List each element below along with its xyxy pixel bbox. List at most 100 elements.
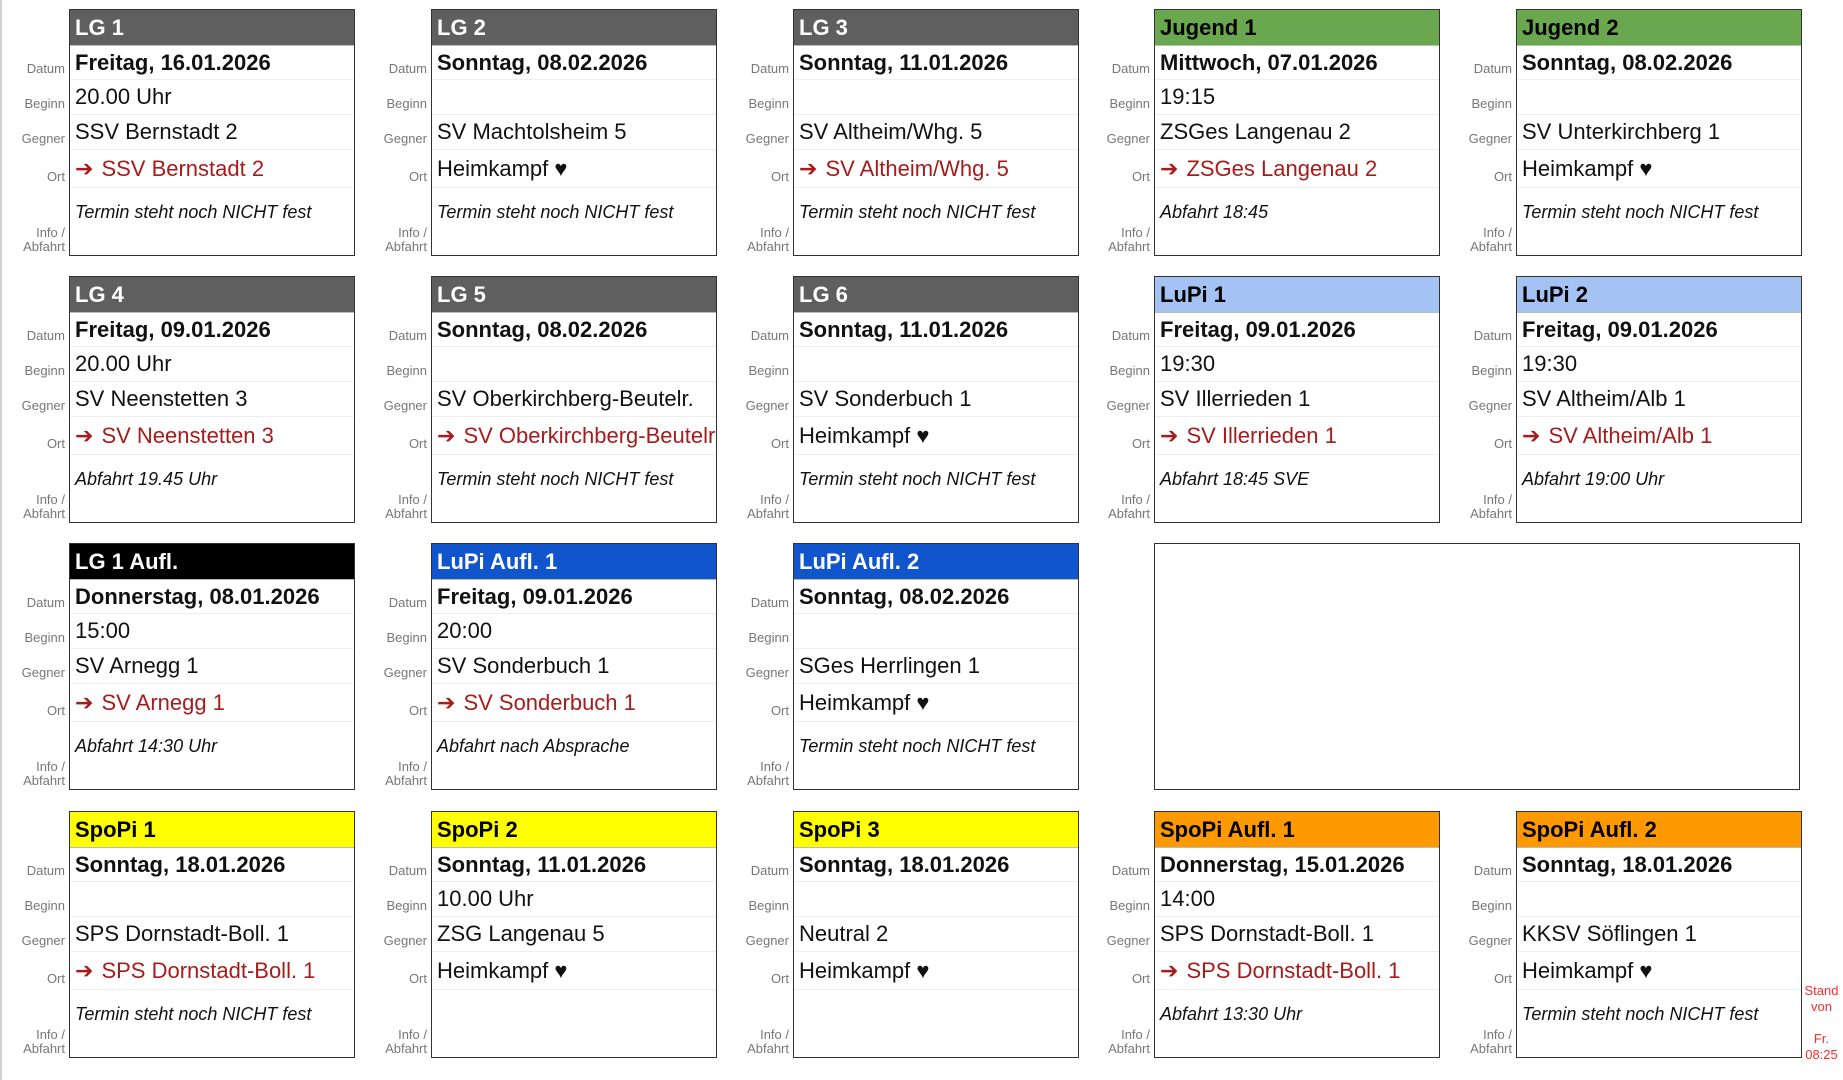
team-slot: Datum Beginn Gegner Ort Info / Abfahrt SpoPi … (1450, 811, 1802, 1058)
label-info: Info / (760, 225, 789, 240)
gegner-value: SV Machtolsheim 5 (432, 115, 716, 150)
ort-row: ➔ SPS Dornstadt-Boll. 1 (70, 952, 354, 990)
label-cell-datum: Datum (727, 312, 789, 346)
ort-value: SV Arnegg 1 (101, 689, 225, 715)
ort-row: ➔ SV Neenstetten 3 (70, 417, 354, 455)
gegner-value: SV Sonderbuch 1 (794, 382, 1078, 417)
label-ort: Ort (1493, 436, 1512, 451)
team-card: LG 3 Sonntag, 11.01.2026 SV Altheim/Whg.… (793, 9, 1079, 256)
label-ort: Ort (1131, 436, 1150, 451)
team-card: Jugend 1 Mittwoch, 07.01.2026 19:15 ZSGe… (1154, 9, 1440, 256)
label-cell-gegner: Gegner (3, 114, 65, 149)
label-gegner: Gegner (1468, 398, 1512, 413)
team-slot: Datum Beginn Gegner Ort Info / Abfahrt LuPi A… (727, 543, 1079, 790)
beginn-value (1517, 882, 1801, 917)
label-ort: Ort (46, 436, 65, 451)
arrow-right-icon: ➔ (1160, 155, 1179, 181)
label-cell-datum: Datum (1450, 312, 1512, 346)
stand-line2: von (1811, 999, 1832, 1014)
label-abfahrt: Abfahrt (1108, 1041, 1150, 1056)
datum-value: Mittwoch, 07.01.2026 (1155, 46, 1439, 80)
label-gegner: Gegner (383, 398, 427, 413)
ort-row: ➔ SV Oberkirchberg-Beutelr. (432, 417, 716, 455)
arrow-right-icon: ➔ (75, 689, 94, 715)
label-cell-ort: Ort (3, 149, 65, 187)
label-cell-beginn: Beginn (365, 613, 427, 648)
gegner-value: SV Unterkirchberg 1 (1517, 115, 1801, 150)
label-cell-datum: Datum (365, 579, 427, 613)
label-cell-gegner: Gegner (3, 381, 65, 416)
beginn-value: 19:30 (1517, 347, 1801, 382)
label-cell-info: Info / Abfahrt (727, 187, 789, 257)
label-gegner: Gegner (1106, 131, 1150, 146)
info-value: Abfahrt 13:30 Uhr (1160, 1004, 1303, 1024)
stand-line1: Stand (1804, 983, 1839, 998)
arrow-right-icon: ➔ (437, 689, 456, 715)
team-slot: Datum Beginn Gegner Ort Info / Abfahrt LG 1 F… (3, 9, 355, 256)
datum-value: Sonntag, 11.01.2026 (432, 848, 716, 882)
ort-value: Heimkampf ♥ (799, 422, 930, 448)
label-cell-ort: Ort (1450, 416, 1512, 454)
label-gegner: Gegner (745, 933, 789, 948)
ort-value: Heimkampf ♥ (799, 689, 930, 715)
info-value: Abfahrt 14:30 Uhr (75, 736, 218, 756)
label-cell-ort: Ort (1450, 149, 1512, 187)
datum-value: Sonntag, 08.02.2026 (432, 313, 716, 347)
beginn-value: 19:15 (1155, 80, 1439, 115)
label-cell-gegner: Gegner (727, 114, 789, 149)
ort-value: SV Neenstetten 3 (101, 422, 274, 448)
last-updated-stamp: Stand von Fr. 08:25 (1800, 983, 1843, 1063)
label-beginn: Beginn (24, 898, 65, 913)
ort-value: Heimkampf ♥ (1522, 957, 1653, 983)
label-cell-beginn: Beginn (3, 881, 65, 916)
label-info: Info / (760, 1027, 789, 1042)
label-gegner: Gegner (1106, 398, 1150, 413)
team-slot: Datum Beginn Gegner Ort Info / Abfahrt LG 6 S… (727, 276, 1079, 523)
info-value: Termin steht noch NICHT fest (1522, 1004, 1759, 1024)
label-cell-gegner: Gegner (727, 648, 789, 683)
team-slot: Datum Beginn Gegner Ort Info / Abfahrt SpoPi … (3, 811, 355, 1058)
info-value: Abfahrt 18:45 SVE (1160, 469, 1310, 489)
team-title: SpoPi 1 (70, 812, 354, 848)
label-cell-datum: Datum (1450, 45, 1512, 79)
label-abfahrt: Abfahrt (747, 239, 789, 254)
label-cell-datum: Datum (727, 847, 789, 881)
team-slot: Datum Beginn Gegner Ort Info / Abfahrt LuPi 2… (1450, 276, 1802, 523)
label-beginn: Beginn (386, 96, 427, 111)
label-gegner: Gegner (745, 665, 789, 680)
datum-value: Sonntag, 11.01.2026 (794, 46, 1078, 80)
stand-line4: 08:25 (1805, 1047, 1838, 1062)
label-datum: Datum (1111, 328, 1150, 343)
datum-value: Freitag, 09.01.2026 (1155, 313, 1439, 347)
label-datum: Datum (1473, 863, 1512, 878)
label-datum: Datum (750, 595, 789, 610)
label-ort: Ort (46, 169, 65, 184)
team-title: SpoPi Aufl. 2 (1517, 812, 1801, 848)
label-cell-ort: Ort (3, 416, 65, 454)
label-abfahrt: Abfahrt (747, 506, 789, 521)
label-cell-info: Info / Abfahrt (365, 721, 427, 791)
info-value: Termin steht noch NICHT fest (75, 1004, 312, 1024)
team-slot: Datum Beginn Gegner Ort Info / Abfahrt LuPi A… (365, 543, 717, 791)
label-cell-ort: Ort (1088, 416, 1150, 454)
team-slot: Datum Beginn Gegner Ort Info / Abfahrt SpoPi … (1088, 811, 1440, 1058)
label-beginn: Beginn (1471, 96, 1512, 111)
label-cell-beginn: Beginn (3, 79, 65, 114)
label-cell-datum: Datum (3, 579, 65, 613)
datum-value: Donnerstag, 08.01.2026 (70, 580, 354, 614)
info-value: Termin steht noch NICHT fest (437, 202, 674, 222)
label-ort: Ort (770, 703, 789, 718)
label-abfahrt: Abfahrt (23, 773, 65, 788)
row-labels: Datum Beginn Gegner Ort Info / Abfahrt (727, 45, 789, 257)
row-labels: Datum Beginn Gegner Ort Info / Abfahrt (365, 579, 427, 791)
ort-row: ➔ SV Arnegg 1 (70, 684, 354, 722)
label-abfahrt: Abfahrt (385, 773, 427, 788)
label-datum: Datum (388, 61, 427, 76)
ort-row: Heimkampf ♥ (794, 952, 1078, 990)
label-cell-ort: Ort (365, 149, 427, 187)
team-card: LG 1 Aufl. Donnerstag, 08.01.2026 15:00 … (69, 543, 355, 790)
label-beginn: Beginn (748, 898, 789, 913)
label-cell-datum: Datum (1088, 312, 1150, 346)
label-beginn: Beginn (24, 630, 65, 645)
label-info: Info / (36, 759, 65, 774)
